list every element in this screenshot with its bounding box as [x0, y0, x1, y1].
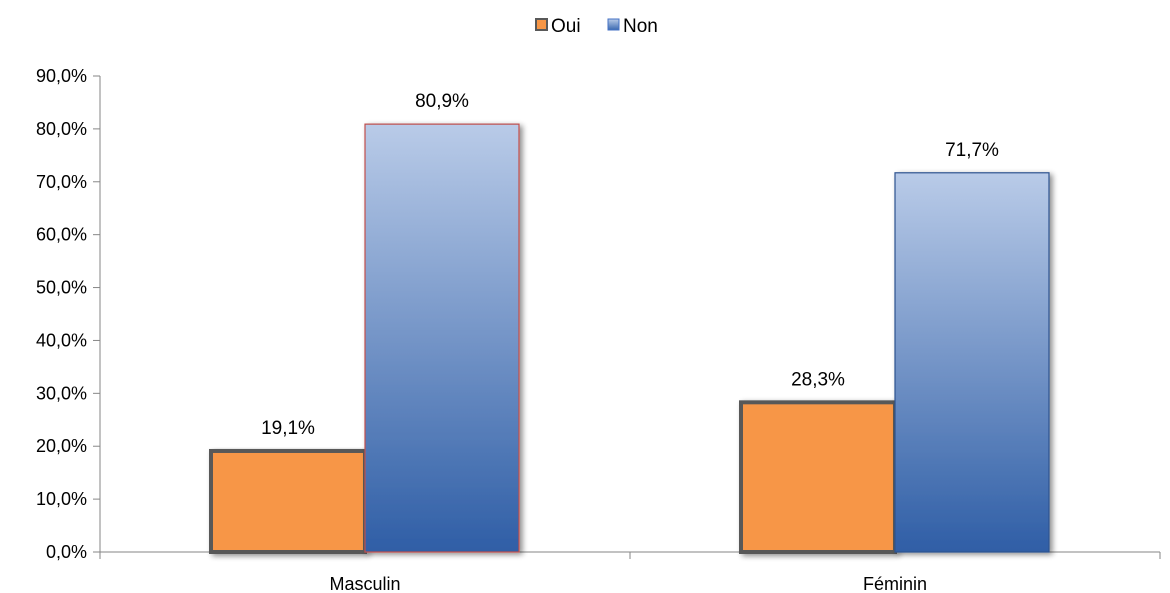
- x-category-label: Masculin: [329, 574, 400, 593]
- bar-non: [364, 123, 520, 553]
- legend-swatch-non: [607, 18, 620, 31]
- y-tick-label: 40,0%: [36, 330, 87, 350]
- data-label: 71,7%: [945, 140, 999, 161]
- data-labels: 19,1% 80,9% 28,3% 71,7%: [261, 91, 999, 439]
- y-tick-label: 30,0%: [36, 383, 87, 403]
- y-tick-label: 20,0%: [36, 436, 87, 456]
- bar-non: [894, 172, 1050, 553]
- y-tick-label: 60,0%: [36, 225, 87, 245]
- bar-oui: [209, 448, 367, 554]
- y-tick-label: 70,0%: [36, 172, 87, 192]
- legend-label-oui: Oui: [551, 16, 581, 37]
- legend: Oui Non: [535, 16, 658, 37]
- bar-oui: [739, 400, 897, 554]
- y-tick-label: 90,0%: [36, 66, 87, 86]
- bars: [209, 123, 1050, 554]
- data-label: 28,3%: [791, 369, 845, 390]
- y-tick-label: 50,0%: [36, 278, 87, 298]
- y-axis: 0,0% 10,0% 20,0% 30,0% 40,0% 50,0% 60,0% 70,0% 8…: [36, 66, 101, 562]
- x-axis: Masculin Féminin: [99, 551, 1161, 593]
- legend-swatch-oui: [535, 18, 548, 31]
- y-tick-label: 80,0%: [36, 119, 87, 139]
- y-tick-label: 10,0%: [36, 489, 87, 509]
- data-label: 80,9%: [415, 91, 469, 112]
- legend-label-non: Non: [623, 16, 658, 37]
- x-category-label: Féminin: [863, 574, 927, 593]
- data-label: 19,1%: [261, 418, 315, 439]
- y-tick-label: 0,0%: [46, 542, 87, 562]
